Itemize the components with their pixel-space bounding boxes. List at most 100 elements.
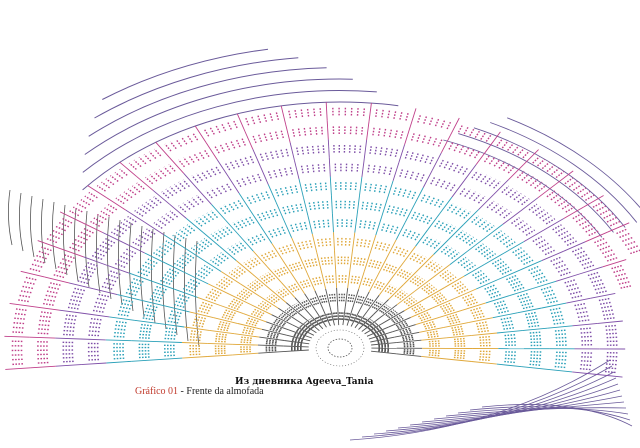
stitch-mark: [133, 159, 142, 168]
spoke-segment: [403, 245, 416, 263]
spoke-segment: [363, 140, 368, 159]
stitch-mark: [90, 220, 101, 227]
spoke-segment: [237, 323, 263, 330]
stitch-mark: [522, 226, 532, 233]
spoke-segment: [463, 209, 479, 225]
stitch-mark: [528, 265, 539, 272]
stitch-mark: [515, 250, 525, 257]
spoke-segment: [359, 291, 370, 310]
stitch-mark: [198, 307, 210, 312]
spoke-segment: [344, 288, 349, 307]
stitch-mark: [522, 305, 534, 310]
stitch-mark: [529, 331, 541, 334]
stitch-mark: [344, 311, 347, 321]
stitch-mark: [138, 156, 147, 165]
stitch-mark: [360, 316, 368, 325]
stitch-mark: [574, 250, 585, 256]
stitch-mark: [416, 133, 421, 142]
stitch-mark: [309, 182, 313, 192]
stitch-mark: [368, 258, 373, 268]
stitch-mark: [243, 326, 255, 331]
stitch-mark: [460, 259, 470, 267]
stitch-mark: [378, 203, 382, 212]
stitch-mark: [429, 342, 441, 345]
stitch-mark: [555, 336, 567, 339]
stitch-mark: [371, 259, 376, 268]
spoke-segment: [289, 142, 295, 161]
stitch-mark: [403, 343, 415, 346]
spoke-segment: [361, 317, 380, 332]
stitch-mark: [520, 299, 532, 304]
stitch-mark: [252, 281, 261, 289]
stitch-mark: [120, 255, 131, 261]
stitch-mark: [528, 324, 540, 328]
stitch-mark: [324, 237, 328, 247]
stitch-mark: [267, 229, 274, 238]
side-line: [52, 201, 57, 270]
stitch-mark: [505, 187, 514, 196]
stitch-mark: [475, 172, 483, 181]
outer-arc: [473, 127, 626, 228]
stitch-mark: [346, 312, 351, 321]
spoke-segment: [194, 125, 207, 144]
stitch-mark: [311, 163, 315, 173]
stitch-mark: [434, 219, 441, 228]
stitch-mark: [88, 330, 100, 333]
stitch-mark: [42, 302, 54, 306]
spoke-segment: [186, 273, 209, 285]
stitch-mark: [18, 294, 31, 298]
stitch-mark: [279, 266, 286, 275]
stitch-mark: [300, 164, 304, 174]
stitch-mark: [411, 210, 417, 219]
spoke-segment: [358, 314, 374, 330]
stitch-mark: [530, 357, 542, 360]
spoke-segment: [81, 362, 107, 366]
stitch-mark: [314, 295, 320, 305]
side-line: [140, 225, 145, 318]
stitch-mark: [273, 208, 279, 217]
stitch-mark: [361, 317, 369, 326]
stitch-mark: [477, 195, 486, 204]
stitch-mark: [163, 354, 175, 357]
stitch-mark: [305, 278, 311, 287]
stitch-mark: [235, 178, 242, 188]
spoke-segment: [566, 297, 591, 304]
stitch-mark: [453, 356, 466, 360]
stitch-mark: [554, 196, 564, 204]
stitch-mark: [502, 323, 514, 327]
stitch-mark: [409, 251, 417, 260]
spoke-segment: [152, 189, 170, 205]
stitch-mark: [606, 216, 617, 223]
stitch-mark: [223, 311, 235, 317]
stitch-mark: [38, 319, 50, 323]
stitch-mark: [175, 300, 187, 305]
stitch-mark: [324, 256, 327, 265]
stitch-mark: [393, 225, 399, 235]
stitch-mark: [303, 221, 308, 230]
stitch-mark: [223, 204, 231, 213]
stitch-mark: [156, 249, 166, 256]
side-line: [96, 213, 101, 294]
spoke-segment: [302, 316, 320, 332]
stitch-mark: [138, 337, 150, 339]
stitch-mark: [266, 297, 276, 304]
stitch-mark: [428, 261, 437, 270]
stitch-mark: [79, 276, 90, 281]
stitch-mark: [316, 315, 323, 324]
spoke-segment: [285, 334, 311, 342]
stitch-mark: [472, 269, 482, 277]
stitch-mark: [512, 247, 522, 254]
spoke-segment: [235, 260, 254, 275]
stitch-mark: [392, 186, 398, 195]
stitch-mark: [87, 334, 100, 337]
stitch-mark: [52, 229, 63, 236]
stitch-mark: [13, 317, 25, 320]
spoke-segment: [350, 308, 361, 327]
stitch-mark: [402, 338, 415, 342]
spoke-segment: [174, 288, 198, 298]
spoke-segment: [394, 331, 420, 338]
side-line: [173, 234, 178, 336]
stitch-mark: [414, 232, 421, 241]
stitch-mark: [63, 325, 75, 329]
stitch-mark: [394, 206, 400, 215]
